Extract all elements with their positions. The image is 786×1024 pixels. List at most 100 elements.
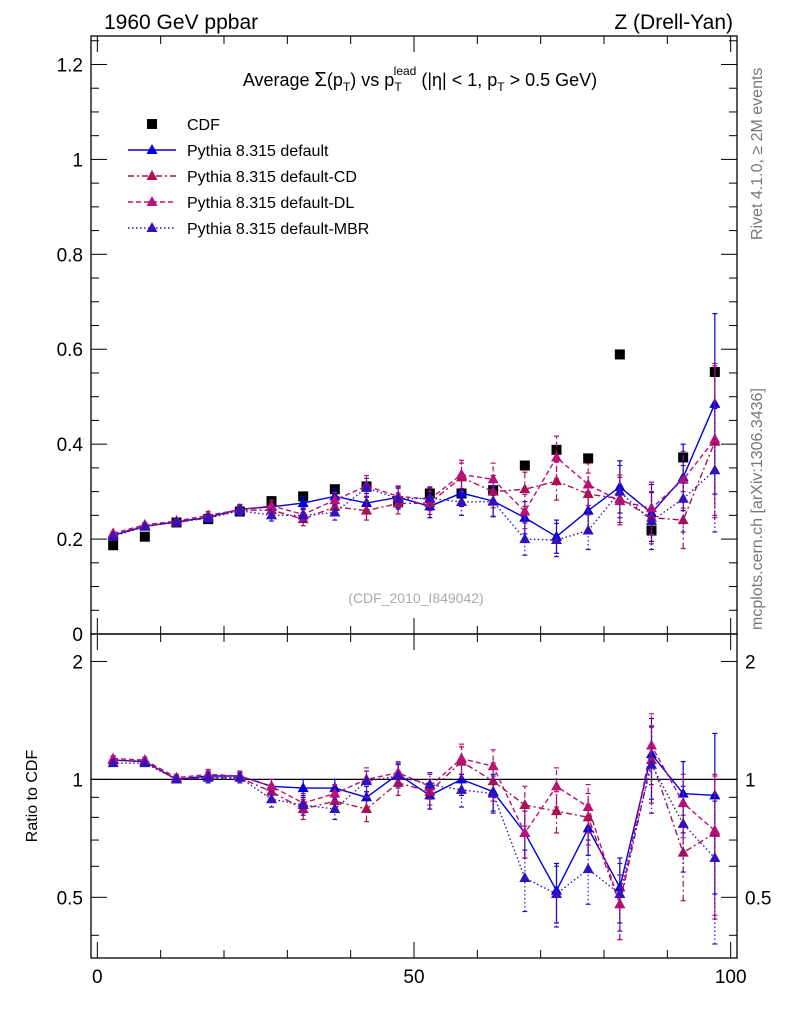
y-tick-label: 1 — [72, 150, 83, 171]
data-point-cdf — [583, 453, 594, 464]
series-line-cd — [113, 757, 716, 907]
legend-marker-cdf — [147, 119, 157, 129]
marker-mbr — [171, 773, 182, 784]
series-line-cd — [112, 441, 716, 536]
marker-cd — [519, 799, 531, 810]
marker-mbr — [456, 496, 467, 507]
legend-label-cd: Pythia 8.315 default-CD — [187, 169, 357, 186]
marker-mbr — [614, 485, 626, 496]
marker-mbr — [361, 481, 372, 492]
marker-dl — [329, 787, 341, 798]
ratio-panel: 0 50 100 0.5 0.5 1 1 2 2 — [57, 633, 771, 988]
y-tick-label-right: 1 — [745, 770, 756, 791]
marker-mbr — [677, 817, 689, 828]
marker-mbr — [646, 515, 657, 526]
marker-mbr — [677, 492, 689, 503]
marker-dl — [646, 502, 657, 513]
x-tick-label: 0 — [92, 967, 103, 988]
series-line-dl — [113, 743, 716, 908]
marker-mbr — [329, 803, 341, 814]
marker-dl — [329, 494, 341, 505]
marker-dl — [582, 801, 594, 812]
marker-dl — [266, 780, 277, 791]
marker-dl — [709, 433, 721, 444]
marker-dl — [519, 505, 531, 516]
marker-mbr — [266, 793, 277, 804]
marker-mbr — [519, 872, 531, 883]
y-tick-label: 0.2 — [57, 530, 83, 551]
y-tick-label: 0.5 — [57, 888, 83, 909]
marker-dl — [709, 824, 721, 835]
marker-mbr — [487, 787, 499, 798]
marker-mbr — [329, 506, 341, 517]
marker-mbr — [297, 799, 309, 810]
data-point-cdf — [519, 460, 530, 471]
marker-dl — [582, 478, 594, 489]
y-tick-label: 1.2 — [57, 55, 83, 76]
marker-dl — [456, 752, 467, 763]
marker-cd — [361, 803, 372, 814]
y-tick-label-right: 2 — [745, 652, 756, 673]
marker-mbr — [582, 524, 594, 535]
marker-mbr — [266, 509, 277, 520]
marker-mbr — [361, 775, 372, 786]
y-tick-label: 0 — [72, 625, 83, 646]
marker-mbr — [139, 757, 151, 768]
marker-dl — [519, 826, 531, 837]
main-plot-title: Average Σ(pT) vs pTlead (|η| < 1, pT > 0… — [243, 64, 597, 94]
y-tick-label: 1 — [72, 770, 83, 791]
legend-label-default: Pythia 8.315 default — [187, 143, 329, 160]
marker-mbr — [392, 492, 404, 503]
marker-dl — [266, 499, 277, 510]
marker-default — [297, 497, 309, 508]
main-panel: 0 0.2 0.4 0.6 0.8 1 1.2 — [57, 35, 738, 646]
analysis-watermark: (CDF_2010_I849042) — [348, 590, 483, 606]
marker-cd — [551, 805, 562, 816]
marker-mbr — [709, 464, 721, 475]
marker-mbr — [424, 778, 436, 789]
marker-mbr — [202, 771, 214, 782]
marker-dl — [456, 468, 467, 479]
marker-cd — [361, 504, 372, 515]
legend-marker-cd — [146, 170, 158, 180]
marker-mbr — [456, 783, 467, 794]
marker-mbr — [234, 771, 246, 782]
marker-mbr — [139, 520, 151, 531]
legend-label-data: CDF — [187, 117, 220, 134]
marker-mbr — [487, 495, 499, 506]
mcplots-label: mcplots.cern.ch [arXiv:1306.3436] — [749, 388, 766, 630]
y-tick-label: 0.4 — [57, 435, 84, 456]
marker-default — [329, 782, 341, 793]
marker-mbr — [582, 863, 594, 874]
series-line-default — [113, 752, 715, 893]
y-tick-label: 0.6 — [57, 340, 83, 361]
marker-mbr — [614, 887, 626, 898]
data-point-cdf — [139, 531, 150, 542]
marker-mbr — [202, 512, 214, 523]
legend: CDF Pythia 8.315 default Pythia 8.315 defa… — [128, 117, 369, 238]
y-tick-label-right: 0.5 — [745, 888, 771, 909]
marker-dl — [614, 898, 626, 909]
marker-mbr — [424, 492, 436, 503]
rivet-label: Rivet 4.1.0, ≥ 2M events — [749, 68, 766, 240]
marker-mbr — [519, 533, 531, 544]
data-point-cdf — [108, 540, 119, 551]
marker-cd — [519, 483, 531, 494]
marker-mbr — [234, 504, 246, 515]
marker-dl — [487, 473, 499, 484]
marker-mbr — [392, 770, 404, 781]
marker-default — [677, 787, 689, 798]
marker-dl — [551, 780, 562, 791]
marker-dl — [614, 495, 626, 506]
legend-label-dl: Pythia 8.315 default-DL — [187, 195, 354, 212]
x-tick-label: 100 — [715, 967, 747, 988]
ratio-frame — [90, 633, 738, 959]
marker-dl — [677, 797, 689, 808]
marker-mbr — [107, 757, 119, 768]
legend-marker-dl — [146, 196, 158, 206]
y-tick-label: 0.8 — [57, 245, 83, 266]
marker-default — [297, 782, 309, 793]
series-line-mbr — [112, 469, 716, 541]
legend-marker-default — [146, 144, 158, 154]
